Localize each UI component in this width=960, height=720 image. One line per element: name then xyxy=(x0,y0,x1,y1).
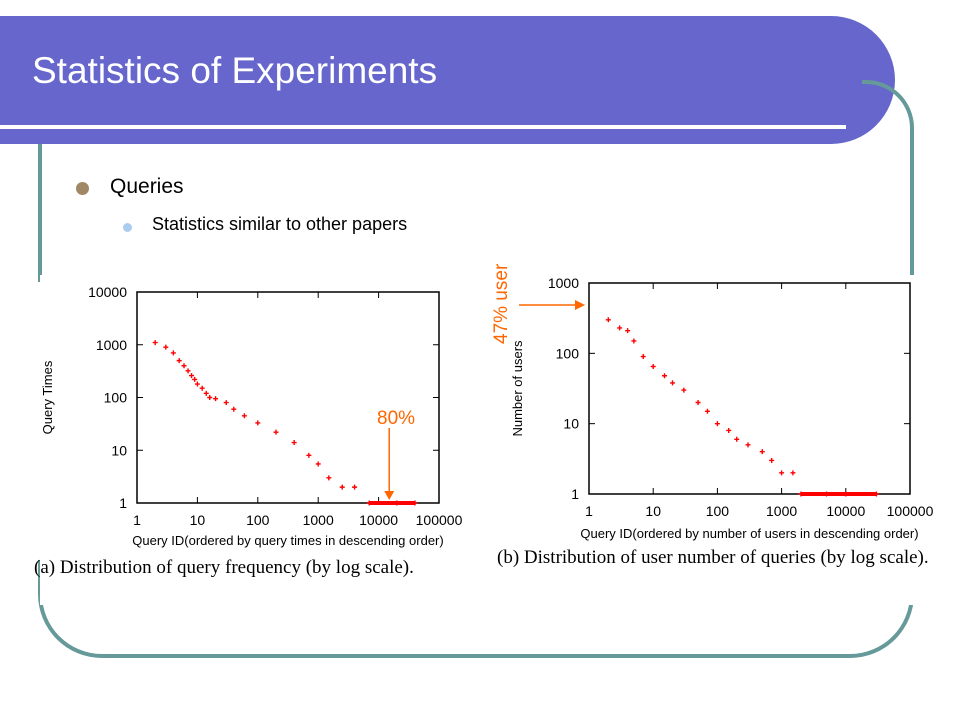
data-point xyxy=(152,340,158,346)
data-point xyxy=(745,442,751,448)
data-point xyxy=(170,350,176,356)
caption-b: (b) Distribution of user number of queri… xyxy=(497,547,929,568)
y-tick-label: 1000 xyxy=(96,337,127,353)
title-underline xyxy=(0,125,846,129)
data-point xyxy=(759,449,765,455)
data-point xyxy=(734,436,740,442)
data-point xyxy=(790,470,796,476)
frame-bottom-border xyxy=(38,560,914,658)
x-tick-label: 1000 xyxy=(303,512,334,528)
x-tick-label: 100000 xyxy=(416,512,463,528)
x-tick-label: 10000 xyxy=(359,512,398,528)
data-point xyxy=(617,325,623,331)
data-point xyxy=(306,452,312,458)
figure-background xyxy=(40,275,915,605)
data-point xyxy=(163,344,169,350)
caption-a: (a) Distribution of query frequency (by … xyxy=(34,557,414,578)
x-tick-label: 10 xyxy=(190,512,206,528)
title-bar xyxy=(0,16,895,144)
y-axis-label-1: Number of users xyxy=(510,340,525,437)
bullet-dot xyxy=(76,182,89,195)
slide-title: Statistics of Experiments xyxy=(32,50,438,91)
data-point xyxy=(291,440,297,446)
data-point xyxy=(650,363,656,369)
y-tick-label: 100 xyxy=(104,390,128,406)
annotation-arrow-head xyxy=(575,300,585,310)
data-point xyxy=(695,399,701,405)
data-point xyxy=(605,317,611,323)
x-tick-label: 1 xyxy=(133,512,141,528)
data-point xyxy=(185,368,191,374)
data-point xyxy=(640,354,646,360)
data-point xyxy=(181,363,187,369)
data-point xyxy=(714,421,720,427)
annotation-80-percent: 80% xyxy=(377,408,416,429)
data-point xyxy=(326,475,332,481)
data-point xyxy=(631,338,637,344)
x-tick-label: 100 xyxy=(246,512,270,528)
sub-bullet-text: Statistics similar to other papers xyxy=(152,214,408,234)
data-point xyxy=(352,484,358,490)
data-point xyxy=(625,328,631,334)
data-point xyxy=(662,373,668,379)
x-axis-label-0: Query ID(ordered by query times in desce… xyxy=(132,533,443,548)
annotation-47-percent-user: 47% user xyxy=(491,263,512,344)
data-point xyxy=(726,427,732,433)
bullet-queries: Queries xyxy=(110,175,184,198)
y-axis-label-0: Query Times xyxy=(40,360,55,434)
x-tick-label: 100000 xyxy=(887,503,934,519)
x-tick-label: 100 xyxy=(706,503,730,519)
data-point xyxy=(223,400,229,406)
data-point xyxy=(189,373,195,379)
sub-bullet-dot xyxy=(123,223,132,232)
data-point xyxy=(339,484,345,490)
data-point xyxy=(255,420,261,426)
data-point xyxy=(176,358,182,364)
data-point xyxy=(779,470,785,476)
y-tick-label: 1 xyxy=(571,486,579,502)
x-tick-label: 1 xyxy=(585,503,593,519)
frame-left-border xyxy=(38,144,42,282)
y-tick-label: 100 xyxy=(556,345,580,361)
y-tick-label: 10 xyxy=(111,442,127,458)
y-tick-label: 1 xyxy=(119,495,127,511)
data-point xyxy=(704,408,710,414)
data-point xyxy=(231,406,237,412)
data-point xyxy=(670,380,676,386)
data-point xyxy=(192,376,198,382)
data-point xyxy=(194,381,200,387)
data-point xyxy=(207,395,213,400)
x-tick-label: 10000 xyxy=(826,503,865,519)
data-point xyxy=(681,387,687,393)
plot-frame-1 xyxy=(588,282,911,495)
annotation-arrow-head xyxy=(384,491,395,500)
x-tick-label: 1000 xyxy=(766,503,797,519)
data-point xyxy=(213,396,219,402)
data-point xyxy=(203,390,209,396)
data-point xyxy=(241,413,247,419)
data-point xyxy=(273,429,279,435)
y-tick-label: 10000 xyxy=(88,284,127,300)
data-point xyxy=(769,457,775,463)
data-point xyxy=(315,461,321,467)
y-tick-label: 1000 xyxy=(548,275,579,291)
y-tick-label: 10 xyxy=(563,416,579,432)
x-axis-label-1: Query ID(ordered by number of users in d… xyxy=(580,526,918,541)
data-point xyxy=(199,385,205,391)
x-tick-label: 10 xyxy=(645,503,661,519)
